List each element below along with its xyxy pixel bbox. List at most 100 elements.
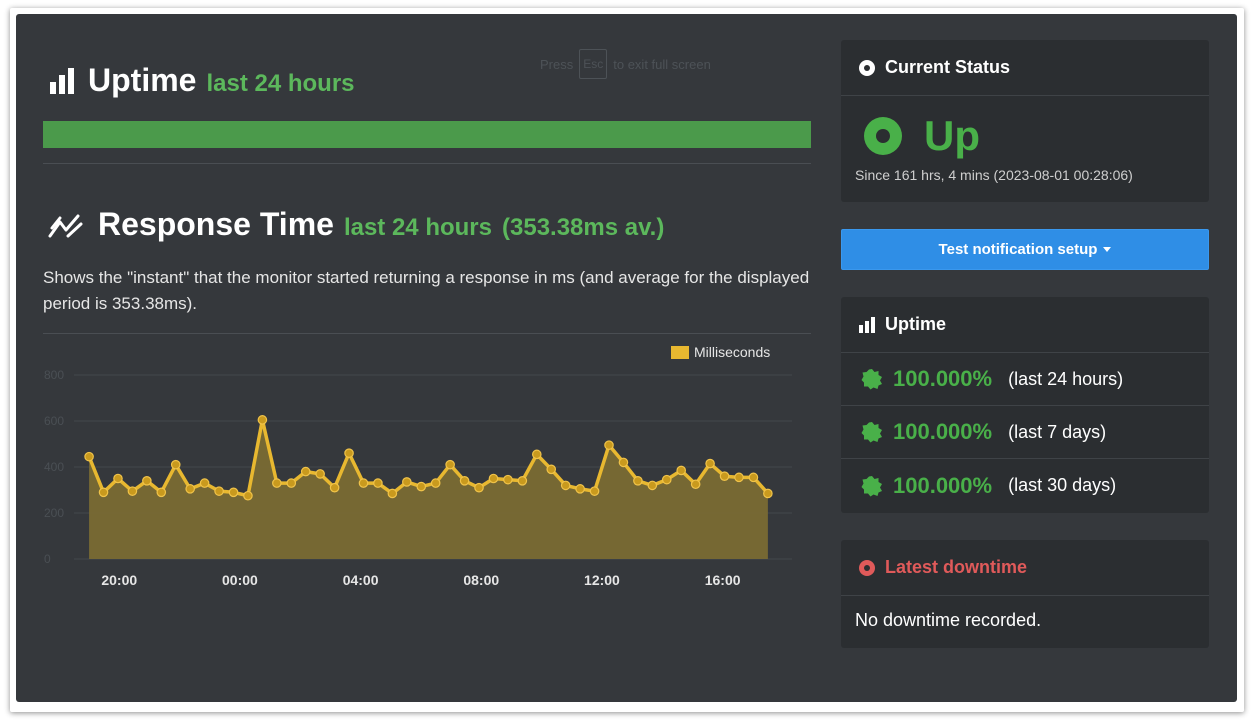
latest-downtime-card: Latest downtime No downtime recorded. bbox=[841, 540, 1209, 648]
data-point bbox=[430, 478, 441, 488]
data-point bbox=[113, 473, 123, 484]
data-point bbox=[676, 465, 687, 476]
data-point bbox=[214, 486, 224, 496]
data-point bbox=[488, 473, 499, 484]
data-point bbox=[272, 478, 282, 488]
data-point bbox=[531, 449, 542, 460]
line-chart-icon bbox=[48, 214, 83, 237]
certificate-icon bbox=[861, 422, 882, 443]
y-tick-label: 200 bbox=[44, 506, 64, 520]
data-point bbox=[416, 481, 427, 492]
certificate-icon bbox=[861, 475, 882, 496]
divider bbox=[43, 163, 811, 164]
uptime-title: Uptime bbox=[88, 62, 197, 98]
latest-downtime-header: Latest downtime bbox=[841, 540, 1209, 596]
uptime-percentage: 100.000% bbox=[893, 419, 993, 444]
downtime-ring-icon bbox=[859, 559, 875, 576]
data-point bbox=[402, 477, 412, 487]
up-ring-icon bbox=[864, 117, 902, 155]
data-point bbox=[358, 478, 369, 488]
data-point bbox=[763, 488, 773, 499]
uptime-percentage: 100.000% bbox=[893, 366, 993, 391]
esc-key: Esc bbox=[579, 49, 608, 79]
data-point bbox=[618, 457, 629, 468]
data-point bbox=[300, 466, 311, 477]
uptime-period-label: (last 24 hours) bbox=[1008, 368, 1124, 389]
legend-swatch bbox=[671, 346, 689, 359]
latest-downtime-title: Latest downtime bbox=[885, 557, 1028, 577]
data-point bbox=[142, 476, 152, 486]
uptime-bar bbox=[43, 121, 811, 148]
fullscreen-hint-before: Press bbox=[540, 56, 574, 72]
downtime-message: No downtime recorded. bbox=[855, 610, 1042, 630]
data-point bbox=[575, 484, 585, 494]
data-point bbox=[748, 472, 759, 483]
fullscreen-hint: Press Esc to exit full screen bbox=[540, 49, 711, 79]
bar-chart-icon bbox=[50, 67, 74, 94]
response-chart: 0 200 400 600 800 20:00 00:00 04:00 08:00 12:00 16… bbox=[40, 338, 815, 608]
status-indicator: Up bbox=[864, 112, 980, 160]
uptime-percentage: 100.000% bbox=[893, 472, 993, 498]
data-point bbox=[474, 482, 484, 493]
data-point bbox=[690, 479, 701, 490]
current-status-title: Current Status bbox=[885, 57, 1011, 77]
uptime-card-title: Uptime bbox=[885, 314, 947, 334]
y-tick-label: 600 bbox=[44, 414, 64, 428]
test-notification-label: Test notification setup bbox=[938, 241, 1098, 258]
response-average: (353.38ms av.) bbox=[502, 213, 665, 241]
data-point bbox=[734, 472, 744, 483]
data-point bbox=[589, 486, 600, 496]
response-period: last 24 hours bbox=[343, 213, 492, 241]
data-point bbox=[329, 482, 340, 493]
test-notification-button[interactable]: Test notification setup bbox=[841, 229, 1209, 270]
caret-down-icon bbox=[1103, 247, 1112, 252]
current-status-header: Current Status bbox=[841, 40, 1209, 96]
response-chart-svg: 0 200 400 600 800 20:00 00:00 04:00 08:00 12:00 16… bbox=[44, 344, 792, 588]
uptime-heading: Uptime last 24 hours bbox=[50, 62, 355, 99]
data-point bbox=[170, 459, 181, 470]
data-point bbox=[286, 478, 297, 488]
y-tick-label: 400 bbox=[44, 460, 64, 474]
x-tick-label: 16:00 bbox=[705, 572, 741, 588]
data-point bbox=[243, 490, 253, 501]
uptime-card-header: Uptime bbox=[841, 297, 1209, 353]
status-since: Since 161 hrs, 4 mins (2023-08-01 00:28:… bbox=[855, 167, 1133, 183]
data-point bbox=[503, 474, 513, 485]
x-tick-label: 20:00 bbox=[101, 572, 137, 588]
x-tick-label: 12:00 bbox=[584, 572, 620, 588]
response-title: Response Time bbox=[98, 206, 334, 242]
data-point bbox=[127, 486, 138, 496]
divider bbox=[43, 333, 811, 334]
x-tick-label: 08:00 bbox=[463, 572, 499, 588]
response-description: Shows the "instant" that the monitor sta… bbox=[43, 268, 810, 313]
status-text: Up bbox=[924, 112, 980, 159]
data-point bbox=[315, 469, 325, 479]
data-point bbox=[156, 487, 167, 498]
data-point bbox=[546, 464, 557, 475]
data-point bbox=[604, 440, 614, 450]
uptime-row: 100.000% (last 30 days) bbox=[841, 459, 1209, 512]
data-point bbox=[98, 487, 109, 498]
data-point bbox=[199, 478, 210, 488]
data-point bbox=[185, 484, 195, 494]
uptime-period-label: (last 7 days) bbox=[1008, 421, 1107, 442]
data-point bbox=[647, 480, 658, 491]
data-point bbox=[257, 415, 268, 425]
data-point bbox=[344, 448, 354, 458]
data-point bbox=[517, 476, 528, 486]
series-area bbox=[89, 419, 768, 559]
data-point bbox=[719, 471, 730, 481]
bar-chart-icon bbox=[859, 316, 875, 333]
uptime-rows: 100.000% (last 24 hours) 100.000% (last 7 d… bbox=[841, 353, 1209, 512]
data-point bbox=[560, 480, 571, 491]
certificate-icon bbox=[861, 369, 882, 390]
current-status-card: Current Status bbox=[841, 40, 1209, 202]
data-point bbox=[445, 459, 455, 470]
y-tick-label: 800 bbox=[44, 368, 64, 382]
data-point bbox=[228, 487, 239, 498]
data-point bbox=[387, 488, 398, 499]
uptime-row: 100.000% (last 24 hours) bbox=[841, 353, 1209, 406]
x-tick-label: 00:00 bbox=[222, 572, 258, 588]
y-tick-label: 0 bbox=[44, 552, 51, 566]
data-point bbox=[661, 474, 672, 485]
